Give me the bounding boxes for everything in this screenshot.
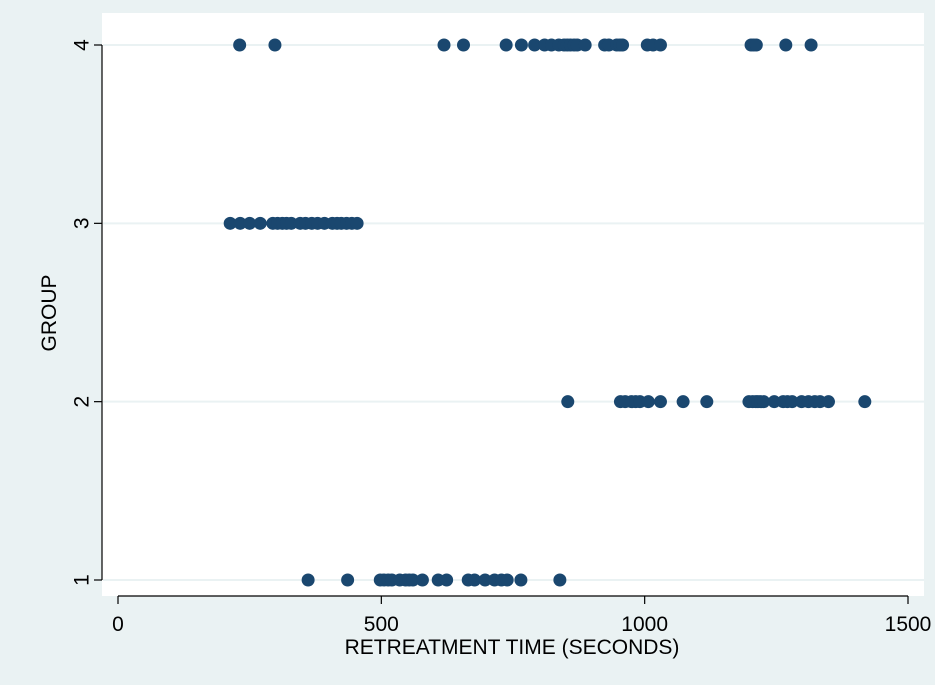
y-axis-label: GROUP	[38, 274, 61, 351]
y-tick-label: 3	[71, 217, 94, 229]
data-point	[561, 395, 575, 409]
data-point	[223, 216, 237, 230]
data-point	[641, 395, 655, 409]
data-point	[341, 573, 355, 587]
data-point	[653, 38, 667, 52]
data-point	[858, 395, 872, 409]
data-point	[500, 573, 514, 587]
x-tick-label: 0	[112, 613, 124, 636]
data-point	[821, 395, 835, 409]
data-point	[553, 573, 567, 587]
data-point	[268, 38, 282, 52]
x-tick-label: 1500	[885, 613, 932, 636]
data-point	[749, 38, 763, 52]
data-point	[499, 38, 513, 52]
data-point	[653, 395, 667, 409]
data-point	[804, 38, 818, 52]
data-point	[233, 38, 247, 52]
data-point	[456, 38, 470, 52]
axes	[94, 44, 909, 604]
plot-area	[102, 13, 924, 596]
data-point	[415, 573, 429, 587]
data-point	[301, 573, 315, 587]
y-tick-label: 4	[71, 39, 94, 51]
tick-labels: 0 500 1000 1500 1 2 3 4	[71, 39, 932, 636]
data-point	[528, 38, 542, 52]
data-point	[284, 216, 298, 230]
data-point	[757, 395, 771, 409]
data-point	[437, 38, 451, 52]
data-point	[478, 573, 492, 587]
data-point	[468, 573, 482, 587]
data-points	[223, 38, 872, 587]
data-point	[785, 395, 799, 409]
data-point	[253, 216, 267, 230]
y-tick-label: 1	[71, 574, 94, 586]
data-point	[767, 395, 781, 409]
data-point	[700, 395, 714, 409]
data-point	[350, 216, 364, 230]
data-point	[243, 216, 257, 230]
data-point	[514, 38, 528, 52]
data-point	[406, 573, 420, 587]
x-tick-label: 1000	[621, 613, 668, 636]
data-point	[578, 38, 592, 52]
data-point	[233, 216, 247, 230]
data-point	[440, 573, 454, 587]
data-point	[616, 38, 630, 52]
x-tick-label: 500	[364, 613, 399, 636]
x-axis-label: RETREATMENT TIME (SECONDS)	[345, 636, 680, 659]
data-point	[676, 395, 690, 409]
data-point	[779, 38, 793, 52]
data-point	[514, 573, 528, 587]
y-tick-label: 2	[71, 396, 94, 408]
